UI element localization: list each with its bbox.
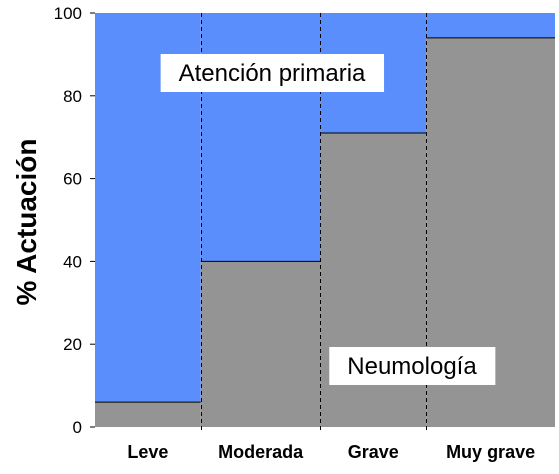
annotation-atencion-primaria-text: Atención primaria <box>179 60 366 87</box>
annotation-neumologia: Neumología <box>329 347 496 385</box>
y-tick-label: 40 <box>63 252 82 271</box>
y-tick-label: 20 <box>63 335 82 354</box>
x-tick-label: Moderada <box>218 442 304 462</box>
y-axis: 0 20 40 60 80 100 <box>54 4 95 437</box>
y-tick-label: 100 <box>54 4 82 23</box>
bar-neumologia <box>200 261 321 427</box>
y-axis-label: % Actuación <box>11 139 42 306</box>
y-tick-label: 60 <box>63 170 82 189</box>
y-tick-label: 80 <box>63 87 82 106</box>
bar-atencion-primaria <box>200 13 321 262</box>
annotations: Atención primaria Neumología <box>160 54 496 385</box>
x-tick-label: Leve <box>127 442 168 462</box>
bar-atencion-primaria <box>426 13 555 38</box>
x-axis: Leve Moderada Grave Muy grave <box>127 442 535 462</box>
bars <box>95 13 555 428</box>
x-tick-label: Grave <box>348 442 399 462</box>
annotation-neumologia-text: Neumología <box>347 353 477 380</box>
annotation-atencion-primaria-box <box>160 54 385 92</box>
bar-neumologia <box>95 402 201 427</box>
y-tick-label: 0 <box>73 418 82 437</box>
x-tick-label: Muy grave <box>446 442 535 462</box>
annotation-atencion-primaria: Atención primaria <box>160 54 385 92</box>
annotation-neumologia-box <box>329 347 496 385</box>
